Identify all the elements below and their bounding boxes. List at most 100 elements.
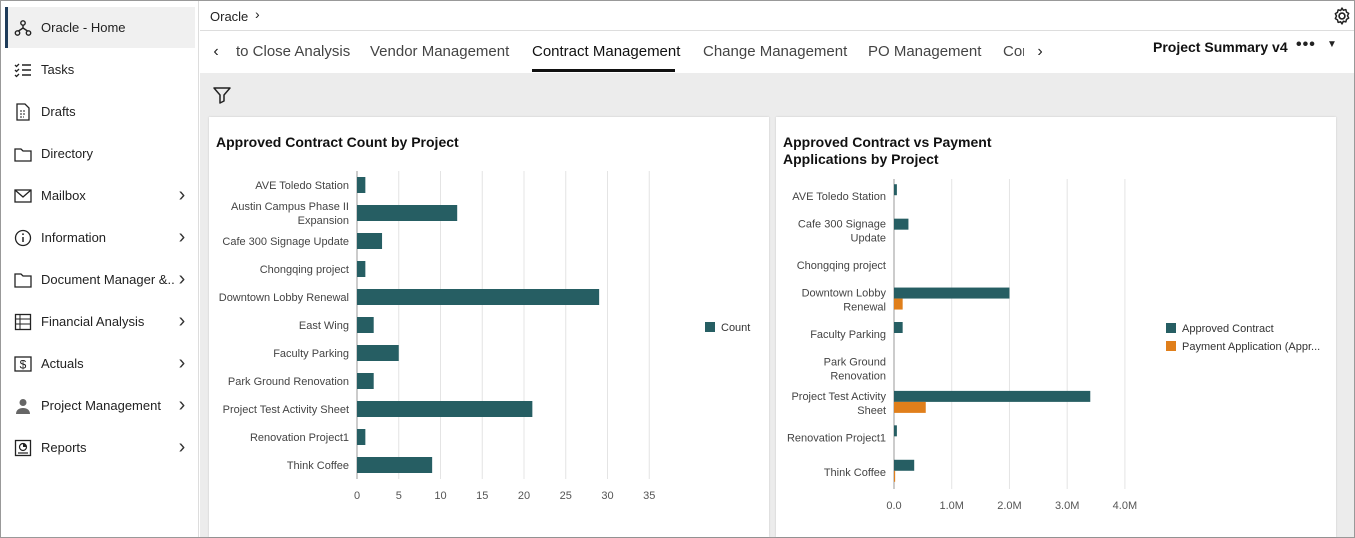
y-category-label: Faculty Parking: [273, 348, 349, 360]
folder-icon: [13, 144, 33, 164]
bar-payment-application-appr[interactable]: [894, 298, 903, 310]
legend-swatch: [1166, 341, 1176, 351]
breadcrumb[interactable]: Oracle: [210, 9, 249, 24]
bar-count[interactable]: [357, 345, 399, 361]
y-category-label: Cafe 300 Signage: [798, 219, 886, 231]
chart-card-contract-vs-payment: Approved Contract vs Payment Application…: [776, 117, 1336, 537]
sidebar-item-label: Financial Analysis: [41, 314, 145, 329]
sidebar-item-label: Mailbox: [41, 188, 86, 203]
sidebar-item-label: Project Management: [41, 398, 161, 413]
y-category-label: Chongqing project: [797, 260, 886, 272]
dashboard-title: Project Summary v4: [1153, 39, 1288, 55]
x-tick-label: 30: [601, 490, 613, 502]
chart-title-line: Applications by Project: [783, 151, 939, 167]
mail-icon: [13, 186, 33, 206]
bar-approved-contract[interactable]: [894, 390, 1091, 402]
sidebar-item-tasks[interactable]: Tasks: [5, 49, 195, 90]
bar-count[interactable]: [357, 401, 533, 417]
sidebar-item-actuals[interactable]: $ Actuals ›: [5, 343, 195, 384]
legend-swatch: [1166, 323, 1176, 333]
x-tick-label: 3.0M: [1055, 500, 1079, 512]
y-category-label: AVE Toledo Station: [792, 191, 886, 203]
tab-strip: to Close Analysis Vendor Management Cont…: [232, 31, 1024, 73]
y-category-label: Cafe 300 Signage Update: [222, 236, 349, 248]
bar-count[interactable]: [357, 261, 366, 277]
y-category-label: AVE Toledo Station: [255, 180, 349, 192]
x-tick-label: 4.0M: [1113, 500, 1137, 512]
x-tick-label: 15: [476, 490, 488, 502]
sidebar-item-label: Actuals: [41, 356, 84, 371]
x-tick-label: 0: [354, 490, 360, 502]
bar-approved-contract[interactable]: [894, 322, 903, 333]
bar-count[interactable]: [357, 233, 383, 249]
y-category-label: Expansion: [298, 215, 349, 227]
person-icon: [13, 396, 33, 416]
tab-cor[interactable]: Cor: [1003, 43, 1024, 60]
bar-approved-contract[interactable]: [894, 287, 1010, 299]
tab-change-management[interactable]: Change Management: [703, 43, 848, 60]
breadcrumb-chevron-icon: ›: [255, 6, 260, 22]
chevron-right-icon[interactable]: ›: [178, 310, 186, 332]
tab-contract-management[interactable]: Contract Management: [532, 43, 681, 60]
dashboard-content: Approved Contract Count by Project 0 5 10 1…: [200, 73, 1354, 537]
bar-count[interactable]: [357, 205, 458, 221]
tabs-scroll-left-icon[interactable]: ‹: [213, 43, 219, 60]
sidebar-item-label: Information: [41, 230, 107, 245]
sidebar-item-directory[interactable]: Directory: [5, 133, 195, 174]
legend-label[interactable]: Count: [721, 322, 750, 334]
chart-title: Approved Contract Count by Project: [216, 134, 459, 150]
tab-vendor-management[interactable]: Vendor Management: [370, 43, 510, 60]
chevron-right-icon[interactable]: ›: [178, 268, 186, 290]
sidebar-item-label: Drafts: [41, 104, 76, 119]
y-category-label: Think Coffee: [287, 460, 349, 472]
x-tick-label: 20: [518, 490, 530, 502]
tab-po-management[interactable]: PO Management: [868, 43, 982, 60]
draft-icon: [13, 102, 33, 122]
filter-icon[interactable]: [212, 85, 232, 105]
bar-approved-contract[interactable]: [894, 425, 897, 437]
chart-card-count: Approved Contract Count by Project 0 5 10 1…: [209, 117, 769, 537]
bar-payment-application-appr[interactable]: [894, 401, 926, 413]
tab-bar: ‹ to Close Analysis Vendor Management Co…: [200, 31, 1354, 73]
bar-count[interactable]: [357, 457, 433, 473]
sidebar-item-label: Reports: [41, 440, 87, 455]
info-icon: [13, 228, 33, 248]
bar-approved-contract[interactable]: [894, 459, 915, 471]
bar-approved-contract[interactable]: [894, 184, 897, 196]
sidebar-item-oracle-home[interactable]: Oracle - Home: [5, 7, 195, 48]
chevron-right-icon[interactable]: ›: [178, 436, 186, 458]
y-category-label: Project Test Activity: [791, 391, 886, 403]
sidebar-item-project-management[interactable]: Project Management ›: [5, 385, 195, 426]
bar-payment-application-appr[interactable]: [894, 470, 896, 482]
report-icon: [13, 438, 33, 458]
y-category-label: Think Coffee: [824, 467, 886, 479]
sidebar-item-drafts[interactable]: Drafts: [5, 91, 195, 132]
chevron-right-icon[interactable]: ›: [178, 352, 186, 374]
y-category-label: Faculty Parking: [810, 329, 886, 341]
bar-count[interactable]: [357, 177, 366, 193]
svg-text:$: $: [20, 357, 27, 371]
legend-label[interactable]: Approved Contract: [1182, 323, 1274, 335]
x-tick-label: 5: [396, 490, 402, 502]
y-category-label: Renovation: [830, 370, 886, 382]
y-category-label: Downtown Lobby Renewal: [219, 292, 349, 304]
gear-icon[interactable]: [1332, 6, 1352, 26]
more-options-icon[interactable]: •••: [1296, 36, 1316, 53]
chevron-right-icon[interactable]: ›: [178, 394, 186, 416]
bar-count[interactable]: [357, 429, 366, 445]
chevron-right-icon[interactable]: ›: [178, 226, 186, 248]
tab-close-analysis[interactable]: to Close Analysis: [236, 43, 351, 60]
sidebar-item-mailbox[interactable]: Mailbox ›: [5, 175, 195, 216]
sidebar-item-reports[interactable]: Reports ›: [5, 427, 195, 468]
sidebar-item-document-manager[interactable]: Document Manager &... ›: [5, 259, 195, 300]
tabs-scroll-right-icon[interactable]: ›: [1037, 43, 1043, 60]
legend-label[interactable]: Payment Application (Appr...: [1182, 341, 1320, 353]
bar-approved-contract[interactable]: [894, 218, 909, 230]
dashboard-dropdown-icon[interactable]: ▼: [1327, 39, 1337, 50]
sidebar-item-information[interactable]: Information ›: [5, 217, 195, 258]
chevron-right-icon[interactable]: ›: [178, 184, 186, 206]
bar-count[interactable]: [357, 373, 374, 389]
bar-count[interactable]: [357, 289, 600, 305]
bar-count[interactable]: [357, 317, 374, 333]
sidebar-item-financial-analysis[interactable]: Financial Analysis ›: [5, 301, 195, 342]
